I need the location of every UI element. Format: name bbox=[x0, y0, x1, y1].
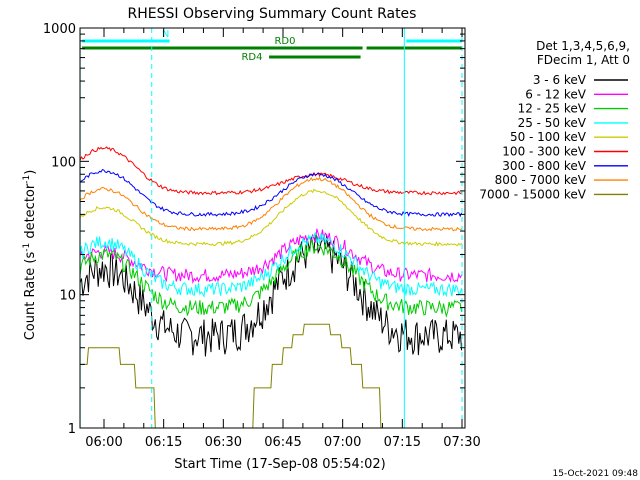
x-tick-label: 06:45 bbox=[264, 435, 301, 450]
plot-lines bbox=[79, 146, 463, 429]
legend-label: 300 - 800 keV bbox=[502, 159, 586, 173]
series-line bbox=[79, 238, 463, 318]
series-line bbox=[79, 232, 463, 357]
x-tick-label: 06:00 bbox=[85, 435, 122, 450]
series-line bbox=[79, 231, 463, 299]
state-bar-label: RD0 bbox=[274, 36, 295, 47]
series-line bbox=[79, 188, 463, 247]
legend: Det 1,3,4,5,6,9, FDecim 1, Att 0 3 - 6 k… bbox=[479, 39, 630, 201]
y-tick-label: 100 bbox=[51, 155, 76, 170]
y-axis-label-sup2: -1 bbox=[22, 175, 32, 184]
y-tick-label: 1 bbox=[68, 422, 76, 437]
legend-label: 100 - 300 keV bbox=[502, 145, 586, 159]
y-axis-label-end: ) bbox=[23, 170, 38, 175]
y-axis-label-mid: detector bbox=[23, 183, 38, 243]
state-bar-label: N bbox=[162, 29, 169, 40]
y-tick-label: 10 bbox=[59, 289, 76, 304]
timestamp: 15-Oct-2021 09:48 bbox=[553, 469, 639, 479]
x-tick-label: 06:30 bbox=[205, 435, 242, 450]
legend-label: 25 - 50 keV bbox=[518, 116, 587, 130]
y-tick-label: 1000 bbox=[43, 22, 76, 37]
legend-label: 6 - 12 keV bbox=[525, 87, 587, 101]
x-tick-label: 07:30 bbox=[443, 435, 480, 450]
legend-label: 800 - 7000 keV bbox=[495, 173, 587, 187]
axes: 1 10 100 1000 06:00 06:15 06:30 06:45 07:00 07:15… bbox=[43, 22, 481, 450]
state-bar-label: RD4 bbox=[241, 52, 262, 63]
legend-label: 50 - 100 keV bbox=[510, 130, 587, 144]
series-line bbox=[80, 169, 463, 218]
plot-frame bbox=[79, 27, 466, 429]
x-tick-label: 07:00 bbox=[324, 435, 361, 450]
attenuator-bars: N RD0 RD4 bbox=[82, 29, 462, 63]
series-line bbox=[79, 176, 462, 232]
series-line bbox=[79, 228, 463, 285]
legend-label: 7000 - 15000 keV bbox=[479, 187, 586, 201]
y-axis-label-main: Count Rate (s bbox=[23, 252, 38, 341]
legend-header-2: FDecim 1, Att 0 bbox=[537, 53, 630, 67]
y-axis-label: Count Rate (s-1 detector-1) bbox=[22, 170, 38, 341]
chart-title: RHESSI Observing Summary Count Rates bbox=[128, 6, 417, 22]
legend-label: 3 - 6 keV bbox=[533, 73, 587, 87]
series-line bbox=[79, 146, 462, 196]
x-tick-label: 07:15 bbox=[384, 435, 421, 450]
legend-label: 12 - 25 keV bbox=[518, 102, 587, 116]
y-axis-label-sup1: -1 bbox=[22, 243, 32, 252]
legend-header-1: Det 1,3,4,5,6,9, bbox=[536, 39, 630, 53]
x-axis-label: Start Time (17-Sep-08 05:54:02) bbox=[174, 457, 385, 472]
x-tick-label: 06:15 bbox=[145, 435, 182, 450]
